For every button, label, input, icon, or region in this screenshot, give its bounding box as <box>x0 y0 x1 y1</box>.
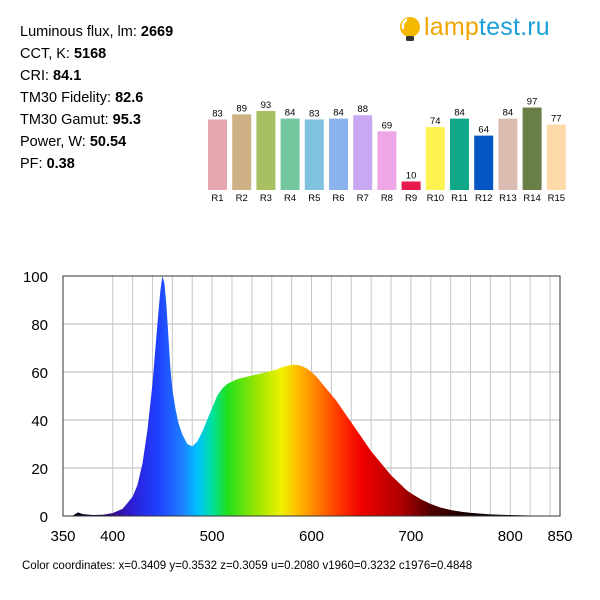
x-tick-label: 700 <box>398 528 423 545</box>
cri-value-label: 93 <box>261 100 272 111</box>
cri-value-label: 83 <box>309 108 320 119</box>
y-tick-label: 20 <box>31 461 48 478</box>
spec-pf: PF: 0.38 <box>20 153 250 175</box>
cri-value-label: 74 <box>430 116 441 127</box>
spec-label: Power, W: <box>20 134 86 150</box>
x-tick-label: 350 <box>50 528 75 545</box>
cri-bar-r11 <box>450 118 469 190</box>
cri-value-label: 89 <box>236 103 247 114</box>
spec-value: 84.1 <box>53 68 82 84</box>
x-tick-label: 400 <box>100 528 125 545</box>
cri-category-label: R13 <box>499 193 516 204</box>
spec-value: 82.6 <box>115 90 144 106</box>
spec-tm30-gamut: TM30 Gamut: 95.3 <box>20 109 250 131</box>
cri-category-label: R10 <box>427 193 444 204</box>
spec-value: 95.3 <box>112 112 141 128</box>
logo-text-test: test.ru <box>479 13 550 41</box>
cri-category-label: R4 <box>284 193 296 204</box>
spec-label: PF: <box>20 156 43 172</box>
cri-value-label: 84 <box>454 108 465 119</box>
cri-bar-r8 <box>377 131 397 190</box>
cri-bar-chart: 83 R1 89 R2 93 R3 84 R4 83 R5 84 R6 88 R7 69 R8 10 R9 74 R1… <box>208 97 566 204</box>
cri-value-label: 69 <box>382 120 393 131</box>
cri-bar-r14 <box>522 107 542 190</box>
logo-text: lamptest.ru <box>424 13 550 42</box>
spec-value: 2669 <box>140 24 174 40</box>
cri-category-label: R3 <box>260 193 272 204</box>
cri-category-label: R14 <box>523 193 540 204</box>
cri-category-label: R11 <box>451 193 468 204</box>
x-tick-label: 600 <box>299 528 324 545</box>
cri-value-label: 84 <box>285 108 296 119</box>
cri-category-label: R9 <box>405 193 417 204</box>
y-tick-label: 0 <box>40 509 48 526</box>
spec-cct: CCT, K: 5168 <box>20 43 250 65</box>
cri-bar-r15 <box>546 124 566 190</box>
cri-bar-r12 <box>474 135 494 190</box>
cri-value-label: 97 <box>527 97 538 108</box>
cri-category-label: R1 <box>211 193 223 204</box>
x-tick-label: 800 <box>498 528 523 545</box>
y-tick-label: 100 <box>23 269 48 286</box>
y-tick-label: 80 <box>31 317 48 334</box>
cri-bar-r1 <box>208 119 227 190</box>
plot-frame <box>62 275 561 517</box>
spec-power: Power, W: 50.54 <box>20 131 250 153</box>
spec-luminous-flux: Luminous flux, lm: 2669 <box>20 21 250 43</box>
y-tick-label: 40 <box>31 413 48 430</box>
specs-panel: Luminous flux, lm: 2669 CCT, K: 5168 CRI… <box>20 21 250 175</box>
spec-label: Luminous flux, lm: <box>20 24 137 40</box>
spec-label: CCT, K: <box>20 46 70 62</box>
cri-bar-r6 <box>329 118 348 190</box>
lightbulb-icon <box>400 17 420 41</box>
cri-bar-r5 <box>304 119 324 190</box>
spec-label: TM30 Gamut: <box>20 112 109 128</box>
cri-category-label: R8 <box>381 193 393 204</box>
cri-bar-r7 <box>353 115 373 190</box>
spectrum-chart: 0 20 40 60 80 100 350 400 500 600 700 800 850 <box>23 269 573 545</box>
cri-category-label: R7 <box>357 193 369 204</box>
spec-label: CRI: <box>20 68 49 84</box>
cri-category-label: R12 <box>475 193 492 204</box>
cri-category-label: R2 <box>236 193 248 204</box>
cri-value-label: 84 <box>503 108 514 119</box>
cri-bar-r2 <box>232 114 252 190</box>
lamptest-logo[interactable]: lamptest.ru <box>398 12 588 46</box>
cri-value-label: 83 <box>212 108 223 119</box>
spectrum-area <box>63 276 560 516</box>
logo-text-lamp: lamp <box>424 13 479 41</box>
cri-value-label: 77 <box>551 114 562 125</box>
cri-bar-r4 <box>280 118 300 190</box>
cri-value-label: 64 <box>478 125 489 136</box>
x-tick-label: 850 <box>547 528 572 545</box>
cri-value-label: 88 <box>357 104 368 115</box>
spec-value: 50.54 <box>89 134 127 150</box>
cri-bar-r3 <box>256 110 276 190</box>
cri-value-label: 84 <box>333 108 344 119</box>
cri-category-label: R15 <box>548 193 565 204</box>
spec-cri: CRI: 84.1 <box>20 65 250 87</box>
spec-value: 0.38 <box>46 156 75 172</box>
cri-bar-r10 <box>425 127 445 190</box>
y-tick-label: 60 <box>31 365 48 382</box>
cri-bar-r9 <box>401 181 421 190</box>
spec-value: 5168 <box>73 46 107 62</box>
cri-value-label: 10 <box>406 171 417 182</box>
cri-category-label: R6 <box>332 193 344 204</box>
color-coordinates: Color coordinates: x=0.3409 y=0.3532 z=0… <box>22 560 473 572</box>
spec-tm30-fidelity: TM30 Fidelity: 82.6 <box>20 87 250 109</box>
cri-category-label: R5 <box>308 193 320 204</box>
x-tick-label: 500 <box>200 528 225 545</box>
spec-label: TM30 Fidelity: <box>20 90 112 106</box>
cri-bar-r13 <box>498 118 518 190</box>
